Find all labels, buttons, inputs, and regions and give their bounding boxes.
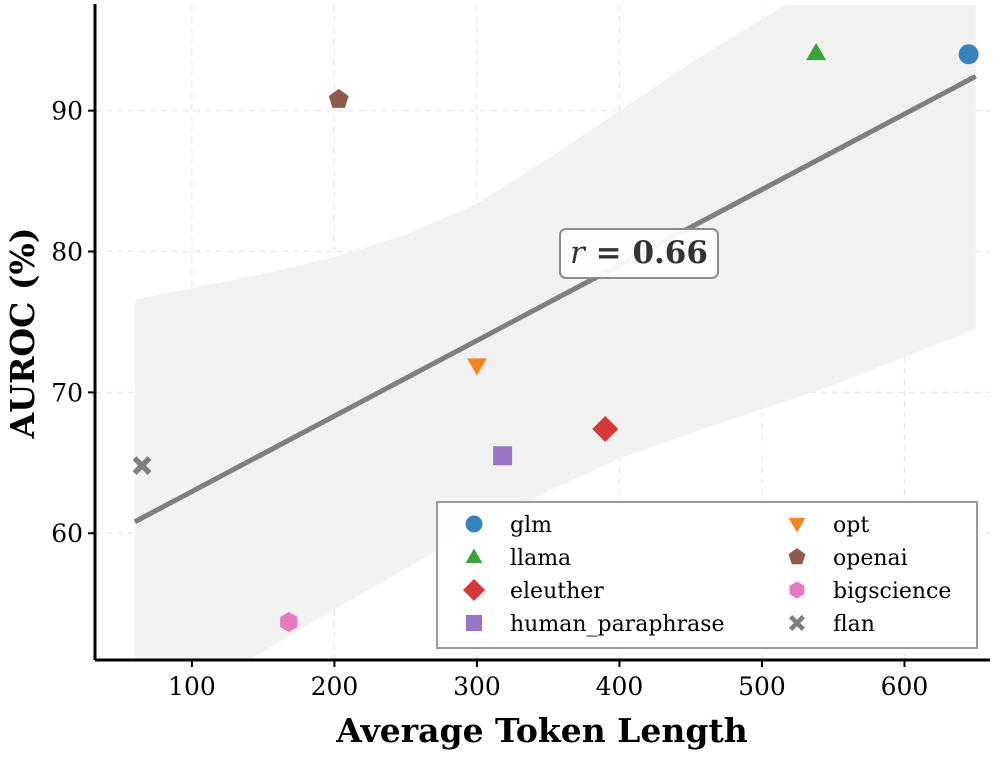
point-eleuther: [592, 415, 619, 442]
legend-marker-eleuther: [462, 578, 486, 602]
confidence-band-layer: [134, 5, 976, 660]
confidence-band: [134, 5, 976, 660]
legend-label-bigscience: bigscience: [833, 579, 951, 604]
x-axis-title: Average Token Length: [335, 711, 747, 750]
legend-marker-llama: [465, 548, 483, 564]
legend: glm llama eleuther human_paraphrase opt opena…: [436, 501, 978, 649]
legend-box: [436, 501, 978, 649]
legend-marker-glm: [465, 515, 483, 533]
annotation-value: = 0.66: [596, 235, 708, 271]
point-bigscience: [280, 611, 298, 632]
point-glm: [958, 44, 979, 65]
point-flan: [132, 456, 152, 476]
x-tick-label-100: 100: [168, 672, 216, 701]
legend-label-eleuther: eleuther: [510, 579, 604, 604]
legend-marker-human-paraphrase: [465, 614, 483, 632]
legend-marker-bigscience: [789, 581, 805, 599]
point-openai: [328, 88, 349, 108]
y-tick-label-80: 80: [51, 238, 83, 267]
legend-label-llama: llama: [510, 546, 571, 571]
y-tick-label-60: 60: [51, 519, 83, 548]
ticks: 100 200 300 400 500 600 60 70 80 90: [51, 97, 928, 701]
legend-label-glm: glm: [510, 513, 552, 538]
x-tick-label-400: 400: [596, 672, 644, 701]
x-tick-label-200: 200: [311, 672, 359, 701]
y-tick-label-70: 70: [51, 378, 83, 407]
legend-marker-openai: [788, 548, 806, 565]
legend-marker-flan: [788, 614, 806, 632]
correlation-annotation: r = 0.66: [559, 228, 719, 279]
legend-label-openai: openai: [833, 546, 908, 571]
point-llama: [806, 42, 827, 61]
y-tick-label-90: 90: [51, 97, 83, 126]
point-human-paraphrase: [493, 446, 513, 466]
legend-label-opt: opt: [833, 513, 869, 538]
legend-marker-opt: [788, 517, 806, 533]
y-axis-title: AUROC (%): [3, 228, 42, 440]
regression-layer: [133, 74, 977, 524]
data-points: [132, 42, 979, 632]
legend-label-flan: flan: [833, 612, 875, 637]
annotation-box: [559, 228, 719, 279]
x-tick-label-300: 300: [453, 672, 501, 701]
annotation-text: r = 0.66: [570, 235, 708, 271]
legend-label-human-paraphrase: human_paraphrase: [510, 612, 725, 637]
x-tick-label-500: 500: [738, 672, 786, 701]
annotation-r-symbol: r: [570, 235, 587, 271]
point-opt: [466, 358, 487, 376]
x-tick-label-600: 600: [881, 672, 929, 701]
regression-line: [133, 74, 977, 524]
